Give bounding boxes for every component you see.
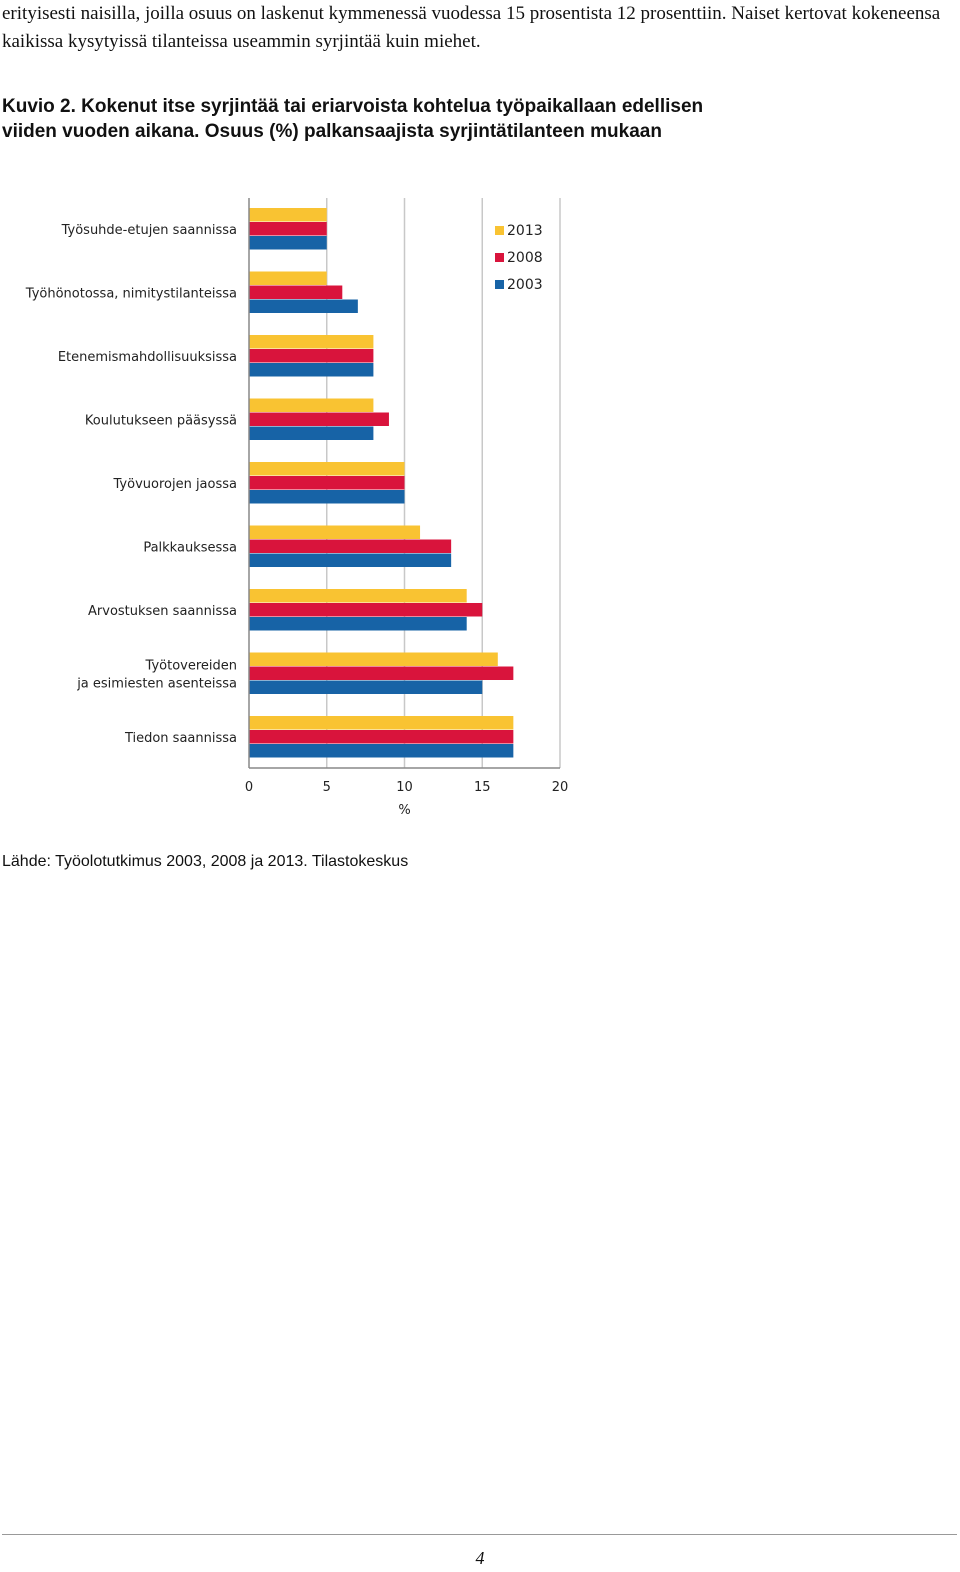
category-label: Etenemismahdollisuuksissa xyxy=(58,350,237,365)
x-axis-label: % xyxy=(398,803,410,818)
x-tick-label: 20 xyxy=(552,780,569,795)
bar-2003 xyxy=(249,426,374,440)
legend-label-2008: 2008 xyxy=(507,250,543,266)
bar-chart: Työsuhde-etujen saannissa Työhönotossa, n… xyxy=(25,198,569,818)
bar-2008 xyxy=(249,730,514,744)
bar-2003 xyxy=(249,617,467,631)
legend-label-2003: 2003 xyxy=(507,277,543,293)
x-tick-label: 0 xyxy=(245,780,253,795)
bar-2003 xyxy=(249,363,374,377)
bar-2008 xyxy=(249,476,405,490)
bar-2003 xyxy=(249,490,405,504)
category-label: Työvuorojen jaossa xyxy=(113,477,238,492)
figure-title: Kuvio 2. Kokenut itse syrjintää tai eria… xyxy=(2,96,704,142)
category-label: Arvostuksen saannissa xyxy=(88,604,237,619)
category-label: ja esimiesten asenteissa xyxy=(76,676,237,691)
x-tick-label: 10 xyxy=(396,780,413,795)
bar-2013 xyxy=(249,335,374,349)
x-tick-label: 15 xyxy=(474,780,491,795)
bar-2003 xyxy=(249,236,327,250)
bar-2013 xyxy=(249,652,498,666)
category-label: Tiedon saannissa xyxy=(124,731,237,746)
legend-swatch-2008 xyxy=(495,253,504,262)
legend-swatch-2003 xyxy=(495,280,504,289)
bar-2003 xyxy=(249,553,452,567)
bar-2013 xyxy=(249,589,467,603)
bar-2013 xyxy=(249,208,327,222)
bar-2003 xyxy=(249,299,358,313)
bar-2013 xyxy=(249,271,327,285)
category-label: Työtovereiden xyxy=(145,658,237,673)
category-label: Palkkauksessa xyxy=(143,540,237,555)
category-label: Työhönotossa, nimitystilanteissa xyxy=(25,286,237,301)
bar-2008 xyxy=(249,539,452,553)
bar-2008 xyxy=(249,285,343,299)
legend-swatch-2013 xyxy=(495,226,504,235)
page-number: 4 xyxy=(475,1548,485,1568)
source-note: Lähde: Työolotutkimus 2003, 2008 ja 2013… xyxy=(2,853,409,870)
bar-2008 xyxy=(249,603,483,617)
bar-2003 xyxy=(249,744,514,758)
bar-2003 xyxy=(249,680,483,694)
footer-divider xyxy=(2,1534,957,1535)
bar-2013 xyxy=(249,525,421,539)
x-tick-label: 5 xyxy=(323,780,331,795)
bar-2008 xyxy=(249,222,327,236)
legend-label-2013: 2013 xyxy=(507,223,543,239)
category-label: Työsuhde-etujen saannissa xyxy=(61,223,237,238)
bar-2008 xyxy=(249,666,514,680)
category-label: Koulutukseen pääsyssä xyxy=(85,413,237,428)
bar-2013 xyxy=(249,716,514,730)
intro-paragraph: erityisesti naisilla, joilla osuus on la… xyxy=(2,3,941,52)
bar-2008 xyxy=(249,349,374,363)
bar-2013 xyxy=(249,398,374,412)
bar-2008 xyxy=(249,412,389,426)
bar-2013 xyxy=(249,462,405,476)
